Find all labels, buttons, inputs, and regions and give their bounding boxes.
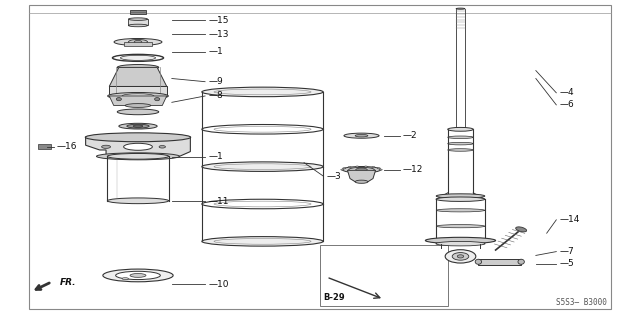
Ellipse shape xyxy=(202,237,323,246)
Text: —5: —5 xyxy=(559,259,574,268)
Text: —9: —9 xyxy=(208,77,223,86)
Ellipse shape xyxy=(120,55,156,60)
Polygon shape xyxy=(109,67,167,86)
Ellipse shape xyxy=(155,98,160,101)
Ellipse shape xyxy=(134,41,142,44)
Ellipse shape xyxy=(426,237,495,244)
Ellipse shape xyxy=(202,87,323,97)
Ellipse shape xyxy=(372,167,375,168)
Ellipse shape xyxy=(340,169,344,170)
Ellipse shape xyxy=(116,271,161,279)
Polygon shape xyxy=(86,137,190,156)
Text: —7: —7 xyxy=(559,247,574,256)
Ellipse shape xyxy=(117,64,159,70)
Ellipse shape xyxy=(202,124,323,134)
Text: —11: —11 xyxy=(208,197,228,206)
Ellipse shape xyxy=(355,134,368,137)
Ellipse shape xyxy=(377,168,380,169)
Ellipse shape xyxy=(436,209,484,212)
Ellipse shape xyxy=(436,225,484,228)
Ellipse shape xyxy=(159,145,166,148)
Ellipse shape xyxy=(129,40,148,45)
Text: —4: —4 xyxy=(559,88,574,97)
Ellipse shape xyxy=(448,142,473,145)
Ellipse shape xyxy=(97,153,179,160)
Ellipse shape xyxy=(436,194,484,198)
Ellipse shape xyxy=(364,166,367,167)
Polygon shape xyxy=(478,259,521,265)
Ellipse shape xyxy=(124,143,152,150)
Ellipse shape xyxy=(202,162,323,171)
Ellipse shape xyxy=(379,169,382,170)
Ellipse shape xyxy=(356,166,359,167)
Ellipse shape xyxy=(518,259,524,264)
Ellipse shape xyxy=(122,94,154,98)
Text: S5S3– B3000: S5S3– B3000 xyxy=(557,298,607,307)
Text: —15: —15 xyxy=(208,16,228,25)
Ellipse shape xyxy=(436,241,485,246)
Text: —13: —13 xyxy=(208,30,228,39)
Ellipse shape xyxy=(448,127,473,131)
Ellipse shape xyxy=(355,180,368,183)
Ellipse shape xyxy=(452,253,468,260)
Ellipse shape xyxy=(108,153,169,159)
Text: —3: —3 xyxy=(326,172,341,181)
Ellipse shape xyxy=(129,18,148,20)
Polygon shape xyxy=(109,86,167,96)
Text: —6: —6 xyxy=(559,100,574,109)
Ellipse shape xyxy=(114,39,162,46)
Ellipse shape xyxy=(456,8,465,9)
Polygon shape xyxy=(129,19,148,26)
Polygon shape xyxy=(348,170,376,182)
Ellipse shape xyxy=(448,149,473,151)
Ellipse shape xyxy=(448,136,473,138)
Polygon shape xyxy=(131,10,146,14)
Text: —2: —2 xyxy=(403,131,418,140)
Ellipse shape xyxy=(103,269,173,282)
Ellipse shape xyxy=(129,24,148,27)
Text: —1: —1 xyxy=(208,152,223,161)
Ellipse shape xyxy=(85,133,191,142)
Text: FR.: FR. xyxy=(60,278,77,287)
Ellipse shape xyxy=(516,227,527,232)
Ellipse shape xyxy=(117,109,159,115)
Ellipse shape xyxy=(130,273,146,277)
Text: —12: —12 xyxy=(403,165,424,174)
Text: —14: —14 xyxy=(559,215,580,224)
Text: B-29: B-29 xyxy=(323,293,345,302)
Ellipse shape xyxy=(127,124,149,128)
Polygon shape xyxy=(109,96,167,106)
Bar xyxy=(320,245,448,306)
Ellipse shape xyxy=(475,259,481,264)
Ellipse shape xyxy=(445,250,476,263)
Ellipse shape xyxy=(119,123,157,129)
Ellipse shape xyxy=(102,145,111,148)
Polygon shape xyxy=(38,144,51,149)
Ellipse shape xyxy=(356,168,367,171)
Ellipse shape xyxy=(436,197,484,201)
Ellipse shape xyxy=(348,167,351,168)
Text: —8: —8 xyxy=(208,92,223,100)
Ellipse shape xyxy=(344,133,379,138)
Text: —10: —10 xyxy=(208,279,228,288)
Ellipse shape xyxy=(125,104,151,108)
Ellipse shape xyxy=(108,198,169,204)
Text: —16: —16 xyxy=(57,142,77,151)
Ellipse shape xyxy=(436,238,484,243)
Ellipse shape xyxy=(202,199,323,209)
Ellipse shape xyxy=(342,167,381,173)
Polygon shape xyxy=(124,42,152,47)
Ellipse shape xyxy=(342,168,346,169)
Ellipse shape xyxy=(108,93,168,100)
Ellipse shape xyxy=(122,278,129,279)
Ellipse shape xyxy=(133,125,143,127)
Ellipse shape xyxy=(349,167,374,172)
Ellipse shape xyxy=(458,255,464,258)
Text: —1: —1 xyxy=(208,47,223,56)
Ellipse shape xyxy=(116,98,122,101)
